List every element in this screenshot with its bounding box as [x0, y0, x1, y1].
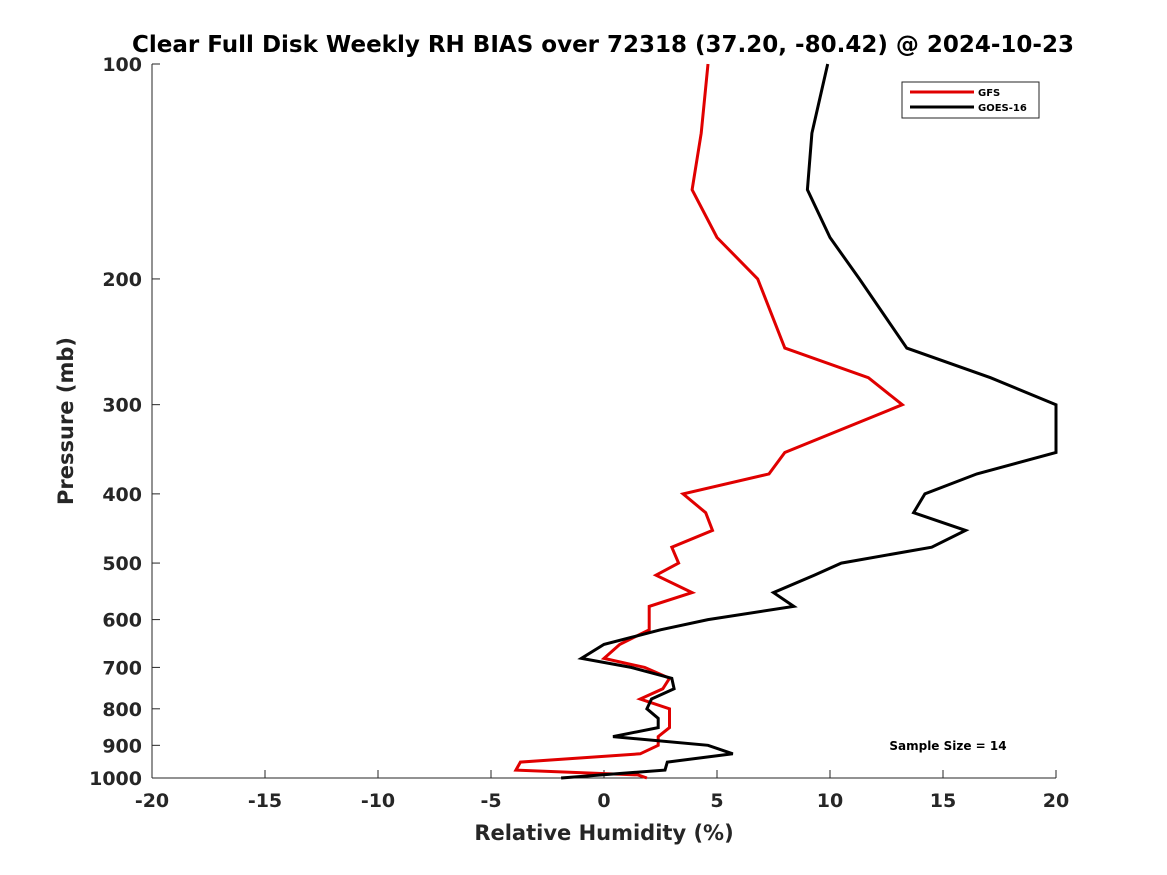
y-tick-label: 100: [102, 54, 142, 76]
x-tick-label: 10: [817, 790, 843, 812]
legend-box: [901, 81, 1040, 119]
legend-label-gfs: GFS: [978, 88, 1000, 99]
chart-title: Clear Full Disk Weekly RH BIAS over 7231…: [132, 32, 1074, 58]
y-axis-ticks: 100 200 300 400 500 600 700 800 900 1000: [89, 54, 160, 790]
x-tick-label: 5: [710, 790, 723, 812]
y-tick-label: 200: [102, 269, 142, 291]
y-tick-label: 600: [102, 610, 142, 632]
x-tick-label: 15: [930, 790, 956, 812]
legend-label-goes16: GOES-16: [978, 103, 1027, 114]
y-tick-label: 400: [102, 484, 142, 506]
x-tick-label: -20: [135, 790, 169, 812]
x-axis-ticks: -20 -15 -10 -5 0 5 10 15 20: [135, 770, 1069, 812]
y-tick-label: 300: [102, 395, 142, 417]
x-tick-label: -5: [480, 790, 501, 812]
y-tick-label: 700: [102, 657, 142, 679]
series-layer: [513, 63, 1058, 780]
x-tick-label: 0: [597, 790, 610, 812]
series-line-goes16: [560, 63, 1058, 780]
y-axis-label: Pressure (mb): [54, 337, 78, 505]
y-tick-label: 800: [102, 699, 142, 721]
series-line-gfs: [513, 63, 906, 780]
y-tick-label: 900: [102, 735, 142, 757]
x-tick-label: -15: [248, 790, 282, 812]
y-tick-label: 1000: [89, 768, 142, 790]
y-tick-label: 500: [102, 553, 142, 575]
x-axis-label: Relative Humidity (%): [474, 821, 733, 845]
x-tick-label: 20: [1043, 790, 1069, 812]
sample-size-annotation: Sample Size = 14: [889, 739, 1006, 753]
x-tick-label: -10: [361, 790, 395, 812]
legend: GFS GOES-16: [901, 81, 1040, 119]
